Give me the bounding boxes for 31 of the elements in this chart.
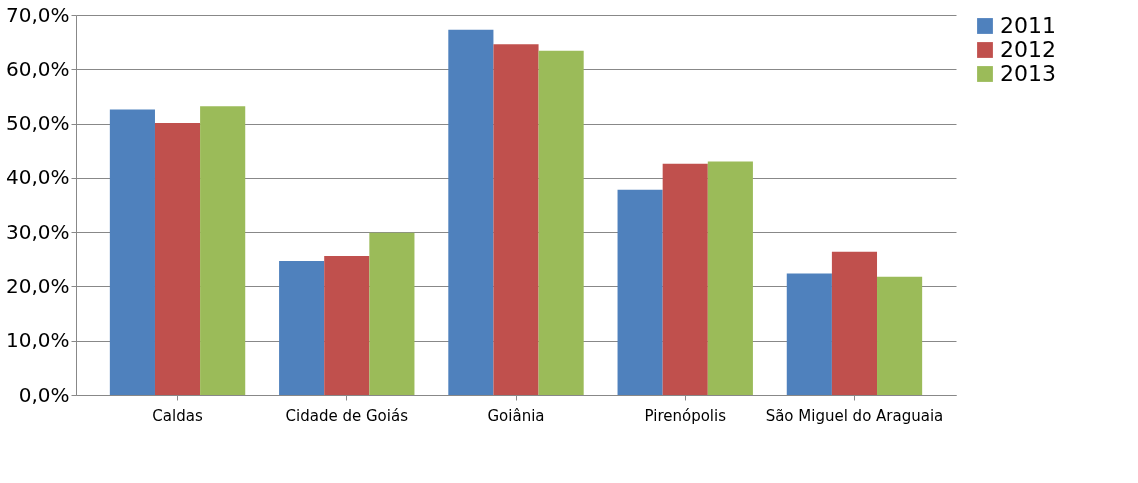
legend-label: 2012 (1000, 37, 1056, 62)
y-tick-label: 50,0% (5, 111, 70, 136)
bar (324, 256, 370, 395)
legend-label: 2013 (1000, 61, 1056, 86)
bar (279, 260, 325, 395)
legend-label: 2011 (1000, 13, 1056, 38)
bar (369, 232, 415, 395)
bar (154, 123, 201, 395)
x-tick-label: Cidade de Goiás (285, 406, 409, 425)
x-tick-label: Goiânia (487, 406, 545, 425)
y-tick-label: 0,0% (18, 382, 70, 407)
x-tick-label: Caldas (152, 406, 203, 425)
y-tick-label: 30,0% (5, 219, 70, 244)
x-tick-label: Pirenópolis (644, 406, 727, 425)
y-tick-label: 60,0% (5, 56, 70, 81)
bar (877, 276, 923, 395)
y-tick-label: 20,0% (5, 273, 70, 298)
y-tick-label: 10,0% (5, 328, 70, 353)
bar (109, 109, 155, 395)
bar (493, 44, 539, 395)
bar (662, 163, 708, 395)
bar (200, 106, 246, 395)
x-tick-label: São Miguel do Araguaia (765, 406, 944, 425)
bar (538, 50, 584, 395)
bar (831, 251, 878, 395)
bar (786, 273, 832, 395)
y-tick-label: 40,0% (5, 165, 70, 190)
bar (617, 189, 663, 395)
bar (448, 29, 494, 395)
bar (707, 161, 753, 395)
y-tick-label: 70,0% (5, 2, 70, 27)
